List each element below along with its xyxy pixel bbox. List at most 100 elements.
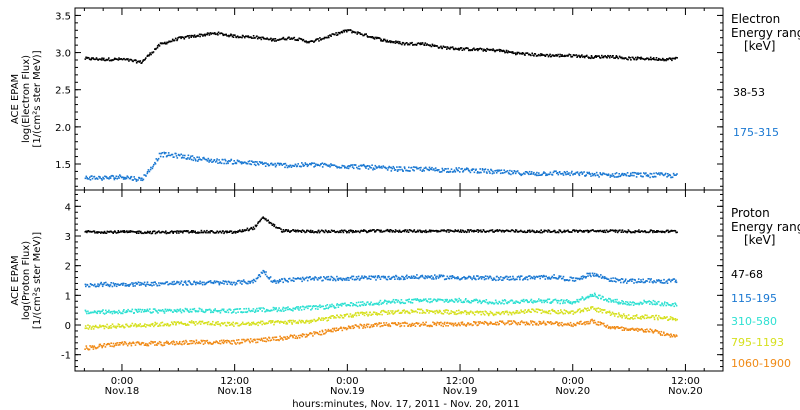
data-point — [483, 48, 485, 51]
data-point — [361, 311, 364, 314]
data-point — [464, 299, 467, 301]
data-point — [151, 324, 154, 326]
data-point — [99, 282, 102, 285]
data-point — [136, 60, 139, 63]
data-point — [575, 300, 577, 303]
data-point — [498, 48, 501, 51]
data-point — [610, 277, 612, 280]
data-point — [158, 230, 160, 232]
data-point — [432, 44, 434, 47]
data-point — [375, 36, 377, 39]
data-point — [554, 229, 556, 232]
data-point — [609, 55, 612, 57]
data-point — [565, 299, 567, 302]
data-point — [163, 152, 166, 155]
data-point — [265, 308, 268, 311]
data-point — [390, 310, 392, 312]
data-point — [421, 323, 423, 326]
data-point — [368, 230, 371, 233]
data-point — [539, 231, 542, 234]
data-point — [473, 321, 476, 323]
data-point — [386, 300, 388, 303]
data-point — [469, 301, 471, 304]
data-point — [137, 60, 140, 63]
data-point — [513, 279, 516, 281]
data-point — [111, 323, 114, 325]
data-point — [460, 321, 463, 324]
data-point — [166, 324, 168, 327]
data-point — [486, 230, 488, 232]
data-point — [350, 29, 352, 32]
data-point — [120, 342, 123, 345]
data-point — [241, 230, 243, 233]
data-point — [604, 231, 607, 234]
data-point — [278, 227, 281, 229]
data-point — [485, 311, 487, 313]
data-point — [593, 272, 596, 275]
data-point — [272, 306, 275, 309]
data-point — [275, 339, 277, 341]
data-point — [324, 162, 326, 165]
data-point — [196, 156, 198, 158]
data-point — [438, 311, 440, 314]
data-point — [435, 300, 438, 303]
data-point — [629, 301, 631, 303]
data-point — [608, 174, 610, 176]
data-point — [143, 174, 145, 176]
data-point — [216, 230, 218, 233]
data-point — [309, 231, 311, 233]
data-point — [178, 283, 181, 286]
data-point — [542, 54, 544, 56]
data-point — [296, 336, 299, 339]
data-point — [621, 57, 624, 60]
data-point — [125, 343, 128, 345]
data-point — [632, 56, 634, 59]
data-point — [482, 276, 484, 278]
data-point — [135, 62, 138, 64]
data-point — [458, 167, 460, 169]
data-point — [370, 275, 373, 277]
data-point — [115, 232, 118, 234]
data-point — [457, 300, 460, 302]
data-point — [437, 322, 439, 324]
data-point — [664, 173, 666, 176]
data-point — [156, 310, 158, 313]
data-point — [92, 328, 95, 330]
data-point — [278, 339, 280, 342]
data-point — [384, 39, 387, 42]
data-point — [245, 322, 248, 325]
data-point — [138, 325, 141, 327]
data-point — [462, 311, 465, 314]
data-point — [650, 278, 652, 280]
data-point — [257, 222, 259, 225]
data-point — [459, 230, 462, 233]
data-point — [540, 174, 542, 176]
data-point — [354, 164, 357, 166]
data-point — [468, 170, 471, 172]
data-point — [91, 175, 93, 177]
data-point — [659, 281, 662, 284]
data-point — [188, 37, 190, 39]
data-point — [522, 52, 525, 55]
data-point — [422, 310, 424, 312]
data-point — [387, 230, 390, 233]
data-point — [173, 156, 175, 158]
data-point — [98, 310, 101, 313]
data-point — [601, 308, 603, 311]
data-point — [404, 322, 407, 324]
data-point — [355, 314, 358, 317]
data-point — [421, 312, 423, 314]
data-point — [157, 309, 160, 311]
data-point — [268, 337, 271, 339]
data-point — [532, 277, 534, 280]
data-point — [654, 300, 656, 303]
data-point — [322, 319, 324, 321]
data-point — [431, 300, 433, 303]
data-point — [501, 229, 504, 232]
data-point — [419, 298, 422, 301]
data-point — [613, 301, 615, 303]
data-point — [392, 275, 395, 278]
data-point — [548, 173, 550, 176]
data-point — [335, 165, 337, 167]
data-point — [487, 313, 490, 315]
